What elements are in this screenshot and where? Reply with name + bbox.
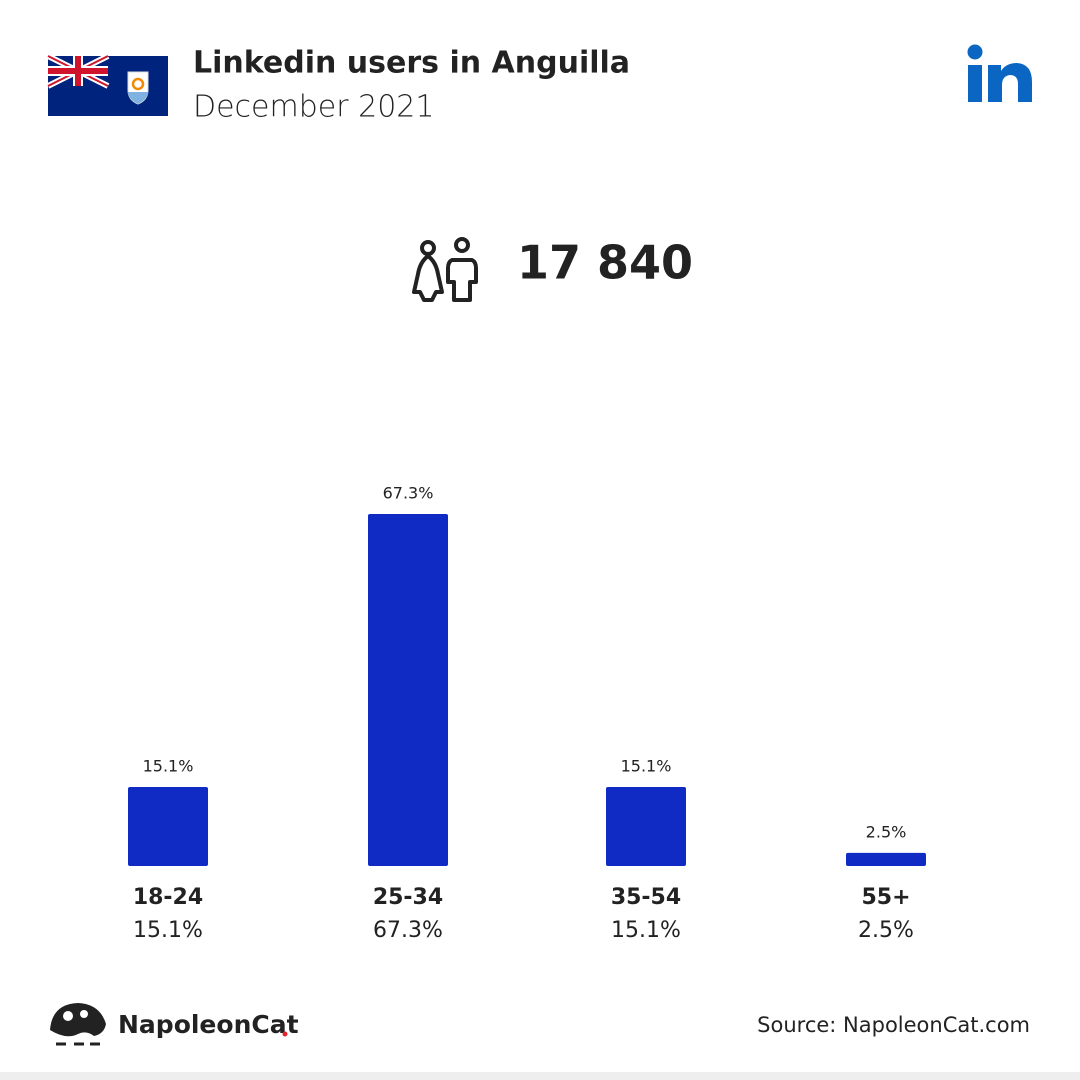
bar — [128, 787, 208, 866]
brand-name: NapoleonCat — [118, 1010, 299, 1039]
bar — [368, 514, 448, 866]
bar — [606, 787, 686, 866]
total-users: 17 840 — [517, 236, 693, 290]
linkedin-logo — [967, 44, 1032, 102]
flag — [46, 53, 168, 116]
brand-icon — [50, 1003, 106, 1046]
bar-value-label: 15.1% — [621, 757, 672, 776]
users-icon — [412, 237, 478, 302]
bar-value-label: 15.1% — [143, 757, 194, 776]
category-share: 67.3% — [373, 918, 443, 943]
category-label: 25-34 — [373, 885, 443, 910]
source: Source: NapoleonCat.com — [757, 1013, 1030, 1037]
subtitle: December 2021 — [193, 90, 434, 125]
category-share: 15.1% — [133, 918, 203, 943]
category-share: 2.5% — [858, 918, 914, 943]
bar-value-label: 2.5% — [866, 822, 907, 841]
bar-value-label: 67.3% — [383, 484, 434, 503]
category-label: 18-24 — [133, 885, 203, 910]
title: Linkedin users in Anguilla — [193, 46, 630, 81]
brand-dot — [282, 1031, 288, 1037]
category-label: 55+ — [861, 885, 910, 910]
category-share: 15.1% — [611, 918, 681, 943]
category-label: 35-54 — [611, 885, 681, 910]
bar — [846, 852, 926, 866]
bottom-strip — [0, 1072, 1080, 1080]
